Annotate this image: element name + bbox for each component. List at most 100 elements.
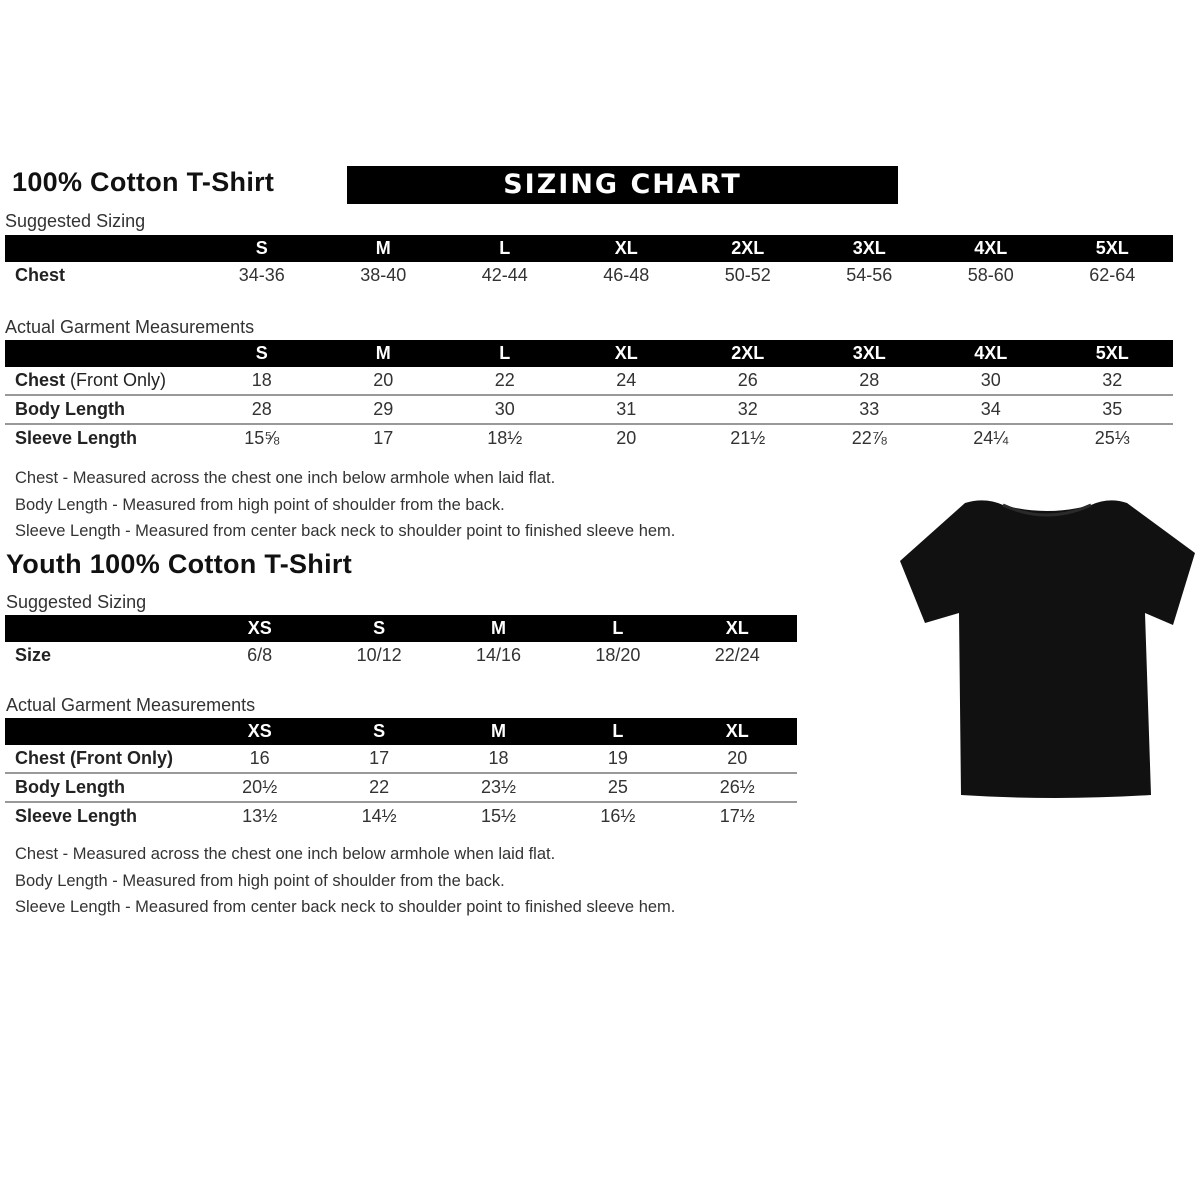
row-label: Chest (Front Only) <box>5 367 201 396</box>
size-header: M <box>438 615 559 642</box>
cell-value: 25 <box>558 773 678 803</box>
cell-value: 16 <box>200 745 320 774</box>
tshirt-image <box>900 500 1195 798</box>
row-label: Chest (Front Only) <box>5 745 200 774</box>
cell-value: 23½ <box>438 773 559 803</box>
row-label: Body Length <box>5 395 201 425</box>
cell-value: 30 <box>444 395 566 425</box>
cell-value: 20 <box>616 428 637 448</box>
size-header: S <box>201 340 323 367</box>
cell-value: 30 <box>930 367 1052 396</box>
cell-value: 6/8 <box>247 645 273 665</box>
cell-value: 20 <box>677 745 797 774</box>
row-label-text: Size <box>15 645 52 665</box>
size-header: 4XL <box>930 235 1052 262</box>
header-row: XS S M L XL <box>5 615 797 642</box>
cell-value: 18 <box>201 367 323 396</box>
table-row: Sleeve Length 13½ 14½ 15½ 16½ 17½ <box>5 802 797 830</box>
cell-value: 17½ <box>719 806 755 826</box>
row-label: Size <box>5 642 200 669</box>
cell-value: 31 <box>565 395 687 425</box>
youth-title: Youth 100% Cotton T-Shirt <box>6 549 352 579</box>
youth-notes: Chest - Measured across the chest one in… <box>15 841 675 921</box>
note-chest: Chest - Measured across the chest one in… <box>15 469 556 487</box>
cell-value: 22 <box>444 367 566 396</box>
header-row: S M L XL 2XL 3XL 4XL 5XL <box>5 235 1173 262</box>
cell-value: 38-40 <box>360 265 407 285</box>
cell-value: 20½ <box>200 773 320 803</box>
header-blank <box>5 235 201 262</box>
table-row: Body Length 20½ 22 23½ 25 26½ <box>5 773 797 803</box>
row-label-text: Sleeve Length <box>15 806 138 826</box>
cell-value: 22⅞ <box>851 428 887 448</box>
cell-value: 22 <box>319 773 439 803</box>
row-label-text: Body Length <box>15 777 125 797</box>
size-header: XS <box>200 615 320 642</box>
size-header: S <box>201 235 323 262</box>
size-header: XL <box>565 340 687 367</box>
size-header: 5XL <box>1051 235 1173 262</box>
row-label-text: Body Length <box>15 399 125 419</box>
cell-value: 18/20 <box>595 645 641 665</box>
row-label-text: Chest (Front Only) <box>15 748 173 768</box>
cell-value: 14½ <box>361 806 397 826</box>
header-blank <box>5 615 200 642</box>
row-label-extra: (Front Only) <box>70 370 167 390</box>
table-row: Chest (Front Only) 16 17 18 19 20 <box>5 745 797 774</box>
adult-actual-label: Actual Garment Measurements <box>5 317 255 337</box>
youth-suggested-label: Suggested Sizing <box>6 592 147 612</box>
cell-value: 54-56 <box>846 265 893 285</box>
tshirt-shape <box>900 500 1195 798</box>
cell-value: 50-52 <box>724 265 771 285</box>
cell-value: 34 <box>930 395 1052 425</box>
size-header: L <box>444 235 566 262</box>
size-header: M <box>438 718 559 745</box>
cell-value: 34-36 <box>238 265 285 285</box>
size-header: L <box>558 615 678 642</box>
table-row: Size 6/8 10/12 14/16 18/20 22/24 <box>5 642 797 669</box>
size-header: XS <box>200 718 320 745</box>
cell-value: 17 <box>373 428 394 448</box>
size-header: S <box>319 615 439 642</box>
size-header: 5XL <box>1051 340 1173 367</box>
cell-value: 24¼ <box>973 428 1009 448</box>
cell-value: 10/12 <box>356 645 402 665</box>
cell-value: 32 <box>687 395 809 425</box>
note-chest: Chest - Measured across the chest one in… <box>15 845 556 863</box>
youth-suggested-table: XS S M L XL Size 6/8 10/12 14/16 18/20 22/24 <box>5 615 797 669</box>
table-row: Body Length 28 29 30 31 32 33 34 35 <box>5 395 1173 425</box>
row-label: Sleeve Length <box>5 802 200 830</box>
table-row: Chest 34-36 38-40 42-44 46-48 50-52 54-56 58-60… <box>5 262 1173 289</box>
adult-actual-table: S M L XL 2XL 3XL 4XL 5XL Chest (Front Only) 18 20 2… <box>5 340 1173 452</box>
cell-value: 15⅝ <box>244 428 280 448</box>
cell-value: 14/16 <box>475 645 521 665</box>
note-sleeve-length: Sleeve Length - Measured from center bac… <box>15 898 676 916</box>
table-row: Sleeve Length 15⅝ 17 18½ 20 21½ 22⅞ 24¼ 25⅓ <box>5 424 1173 452</box>
size-header: XL <box>677 615 797 642</box>
cell-value: 46-48 <box>603 265 650 285</box>
cell-value: 18 <box>438 745 559 774</box>
size-header: 3XL <box>808 340 930 367</box>
cell-value: 42-44 <box>481 265 528 285</box>
adult-suggested-table: S M L XL 2XL 3XL 4XL 5XL Chest 34-36 38-40 42-44 46-… <box>5 235 1173 289</box>
cell-value: 35 <box>1051 395 1173 425</box>
youth-actual-label: Actual Garment Measurements <box>6 695 256 715</box>
row-label-text: Chest <box>15 265 66 285</box>
note-body-length: Body Length - Measured from high point o… <box>15 871 505 890</box>
size-header: M <box>322 235 444 262</box>
size-header: 2XL <box>687 340 809 367</box>
note-sleeve-length: Sleeve Length - Measured from center bac… <box>15 522 676 540</box>
adult-suggested-label: Suggested Sizing <box>5 211 146 231</box>
size-header: XL <box>565 235 687 262</box>
size-header: S <box>319 718 439 745</box>
cell-value: 20 <box>322 367 444 396</box>
note-body-length: Body Length - Measured from high point o… <box>15 495 505 514</box>
youth-actual-table: XS S M L XL Chest (Front Only) 16 17 18 19 20 Body … <box>5 718 797 830</box>
cell-value: 24 <box>565 367 687 396</box>
cell-value: 22/24 <box>714 645 760 665</box>
row-label: Chest <box>5 262 201 289</box>
sizing-chart-banner: SIZING CHART <box>347 166 898 204</box>
cell-value: 13½ <box>242 806 278 826</box>
cell-value: 28 <box>201 395 323 425</box>
